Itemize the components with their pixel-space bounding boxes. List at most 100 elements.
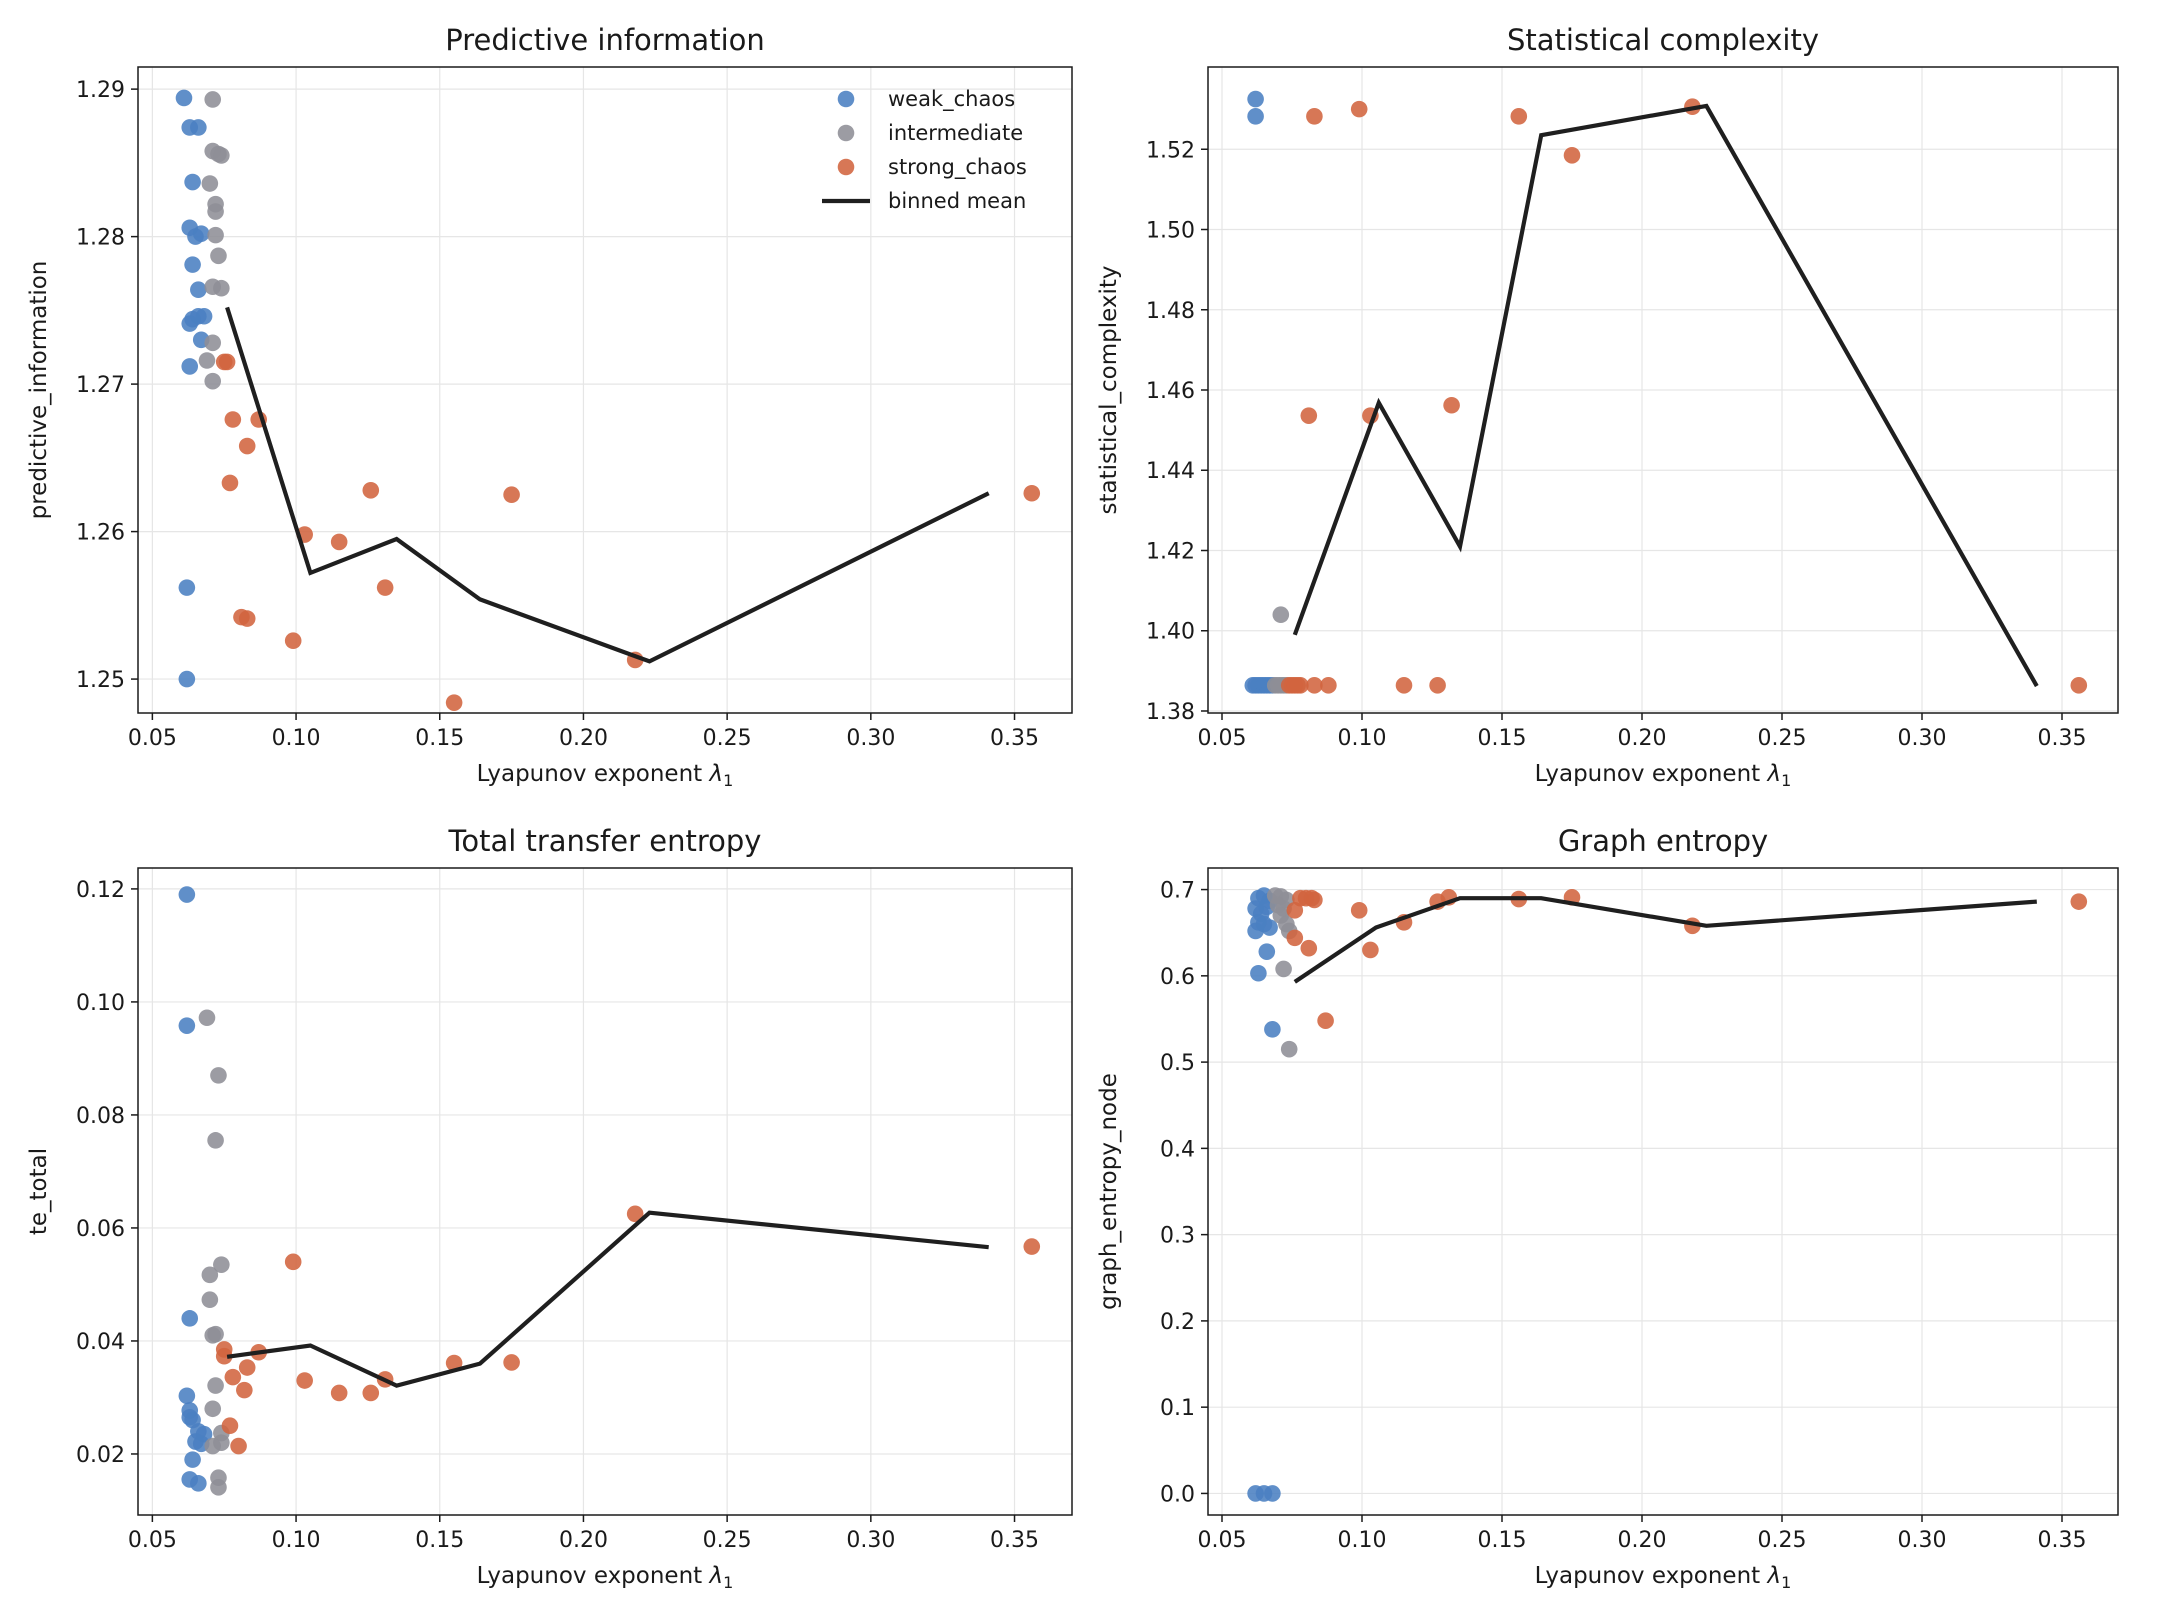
- x-tick-label: 0.15: [1478, 726, 1527, 751]
- x-axis-label-subscript: 1: [1781, 1573, 1791, 1592]
- point-weak-chaos: [1247, 108, 1264, 125]
- legend-marker-swatch: [837, 158, 855, 176]
- y-axis-label: predictive_information: [26, 261, 52, 520]
- point-strong-chaos: [330, 533, 348, 551]
- x-axis-label-text: Lyapunov exponent: [1535, 1563, 1768, 1589]
- x-axis-label-symbol: λ: [1766, 761, 1782, 787]
- series-binned-mean: [225, 306, 990, 664]
- x-tick-label: 0.20: [559, 726, 608, 751]
- x-tick-label: 0.20: [1618, 1528, 1667, 1553]
- x-tick-label: 0.15: [1478, 1528, 1527, 1553]
- x-tick-label: 0.05: [128, 726, 177, 751]
- x-tick-label: 0.10: [1338, 726, 1387, 751]
- y-tick-label: 0.12: [76, 878, 125, 903]
- x-axis: 0.05 0.10 0.15 0.20 0.25 0.30 0.35: [128, 713, 1039, 751]
- plot-frame: [1207, 867, 2119, 1516]
- y-tick-label: 0.4: [1160, 1137, 1195, 1162]
- binned-mean-line: [226, 1210, 989, 1388]
- legend-label: strong_chaos: [888, 155, 1027, 180]
- y-axis: 0.02 0.04 0.06 0.08 0.10 0.12: [76, 878, 138, 1468]
- x-tick-label: 0.35: [990, 1528, 1039, 1553]
- point-weak-chaos: [1247, 922, 1264, 940]
- point-intermediate: [201, 1266, 219, 1284]
- point-strong-chaos: [1443, 396, 1460, 414]
- x-tick-label: 0.15: [415, 726, 464, 751]
- x-axis-label-text: Lyapunov exponent: [477, 761, 710, 787]
- series-strong-chaos: [215, 1205, 1041, 1455]
- y-tick-label: 0.02: [76, 1443, 125, 1468]
- point-strong-chaos: [1286, 929, 1304, 947]
- legend-label: binned mean: [888, 189, 1026, 213]
- y-tick-label: 1.38: [1146, 700, 1195, 725]
- grid: [138, 868, 1072, 1515]
- point-intermediate: [210, 1479, 227, 1496]
- point-weak-chaos: [1264, 1485, 1281, 1502]
- x-axis-label-subscript: 1: [723, 1573, 733, 1592]
- x-tick-label: 0.10: [272, 1528, 321, 1553]
- x-axis-label-symbol: λ: [708, 761, 724, 787]
- point-intermediate: [204, 1437, 222, 1455]
- x-tick-label: 0.30: [1898, 1528, 1947, 1553]
- y-tick-label: 0.7: [1160, 879, 1195, 904]
- x-axis-label-subscript: 1: [723, 771, 733, 790]
- x-tick-label: 0.35: [2038, 726, 2087, 751]
- point-strong-chaos: [284, 1253, 302, 1271]
- point-weak-chaos: [184, 256, 201, 273]
- point-strong-chaos: [1300, 939, 1318, 957]
- point-strong-chaos: [1023, 1238, 1041, 1255]
- point-weak-chaos: [178, 1017, 196, 1034]
- series-intermediate: [198, 1009, 230, 1496]
- series-intermediate: [1266, 887, 1298, 1058]
- series-intermediate: [198, 91, 230, 390]
- point-strong-chaos: [296, 1372, 313, 1389]
- x-tick-label: 0.10: [272, 726, 321, 751]
- x-axis: 0.05 0.10 0.15 0.20 0.25 0.30 0.35: [1198, 1515, 2086, 1553]
- legend: weak_chaos intermediate strong_chaosbinned…: [822, 87, 1027, 213]
- point-weak-chaos: [195, 307, 213, 325]
- x-tick-label: 0.05: [1198, 1528, 1247, 1553]
- point-weak-chaos: [190, 119, 207, 136]
- binned-mean-line: [1293, 896, 2037, 984]
- panel-graph-entropy: 0.05 0.10 0.15 0.20 0.25 0.30 0.35 0.0 0.1 0.2 0.3…: [1096, 824, 2119, 1592]
- y-tick-label: 1.25: [76, 668, 125, 693]
- point-intermediate: [213, 1256, 230, 1273]
- x-axis-label-symbol: λ: [1766, 1563, 1782, 1589]
- grid: [138, 67, 1072, 713]
- point-strong-chaos: [1429, 677, 1446, 694]
- y-tick-label: 0.06: [76, 1217, 125, 1242]
- x-axis-label: Lyapunov exponent λ1: [477, 761, 734, 790]
- point-strong-chaos: [1300, 407, 1318, 424]
- point-strong-chaos: [445, 1354, 463, 1372]
- point-strong-chaos: [230, 1437, 247, 1455]
- point-strong-chaos: [362, 1384, 380, 1402]
- point-strong-chaos: [215, 1347, 233, 1365]
- point-strong-chaos: [362, 481, 380, 499]
- point-strong-chaos: [1395, 677, 1413, 694]
- point-strong-chaos: [236, 1381, 253, 1399]
- point-weak-chaos: [190, 1475, 207, 1492]
- x-axis-label-text: Lyapunov exponent: [477, 1563, 710, 1589]
- y-tick-label: 0.0: [1160, 1482, 1195, 1507]
- point-strong-chaos: [330, 1384, 348, 1402]
- x-tick-label: 0.30: [1898, 726, 1947, 751]
- point-strong-chaos: [1292, 677, 1309, 694]
- panel-predictive-information: 0.05 0.10 0.15 0.20 0.25 0.30 0.35 1.25 1.26 1.27…: [26, 23, 1073, 790]
- point-weak-chaos: [184, 1451, 201, 1468]
- point-strong-chaos: [1317, 1012, 1334, 1029]
- grid: [1208, 67, 2118, 713]
- x-tick-label: 0.25: [1758, 1528, 1807, 1553]
- point-weak-chaos: [184, 173, 201, 191]
- x-axis-label: Lyapunov exponent λ1: [477, 1563, 734, 1592]
- y-tick-label: 1.42: [1146, 539, 1195, 564]
- point-strong-chaos: [2070, 677, 2088, 694]
- point-intermediate: [204, 91, 222, 108]
- point-strong-chaos: [1563, 146, 1581, 164]
- x-axis-label-subscript: 1: [1781, 771, 1791, 790]
- series-binned-mean: [1293, 896, 2037, 984]
- chart-title: Total transfer entropy: [448, 824, 762, 858]
- point-weak-chaos: [1250, 964, 1267, 982]
- point-intermediate: [1272, 606, 1290, 623]
- point-intermediate: [207, 203, 224, 220]
- binned-mean-line: [1292, 103, 2039, 688]
